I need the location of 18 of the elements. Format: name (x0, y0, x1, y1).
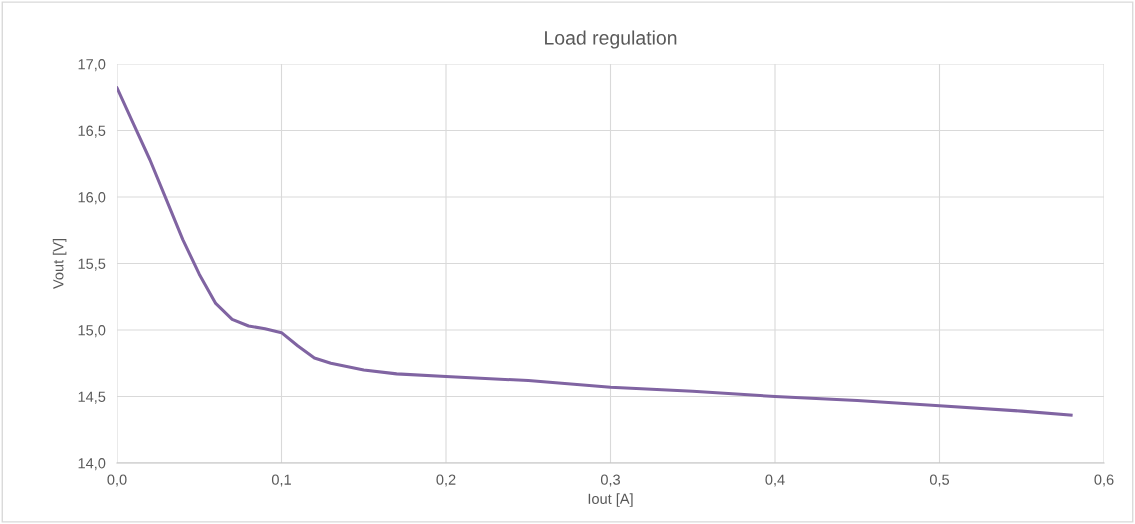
y-tick-label: 14,0 (78, 458, 106, 471)
y-tick-label: 14,5 (78, 391, 106, 404)
x-tick-label: 0,3 (600, 474, 620, 487)
x-tick-label: 0,2 (436, 474, 456, 487)
y-tick-label: 16,0 (78, 192, 106, 205)
x-tick-label: 0,5 (929, 474, 950, 487)
y-tick-label: 15,5 (78, 258, 106, 271)
chart-title: Load regulation (545, 30, 677, 49)
y-tick-label: 17,0 (78, 59, 106, 72)
x-tick-label: 0,0 (107, 474, 127, 487)
line-series (117, 86, 1073, 417)
y-axis-title: Vout [V] (52, 239, 67, 289)
x-tick-label: 0,4 (765, 474, 785, 487)
x-axis-title: Iout [A] (588, 493, 633, 507)
x-tick-label: 0,6 (1094, 474, 1114, 487)
y-tick-label: 15,0 (78, 325, 106, 338)
x-tick-label: 0,1 (271, 474, 291, 487)
y-tick-label: 16,5 (78, 125, 106, 138)
